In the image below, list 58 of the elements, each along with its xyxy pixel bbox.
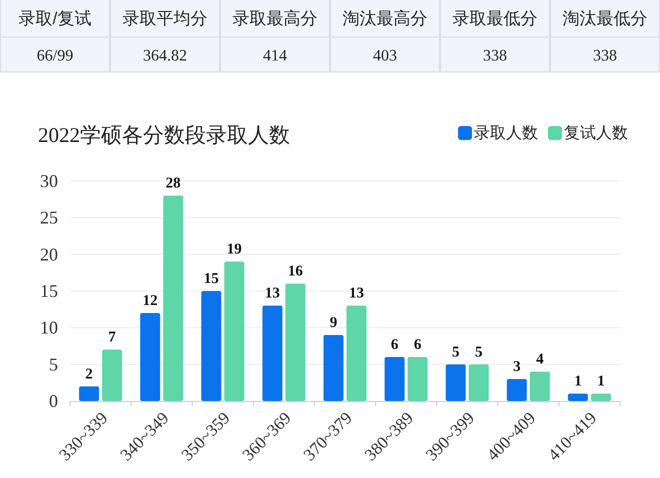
text: 338 [593,48,617,64]
y-tick-label: 25 [40,208,58,228]
y-tick-label: 30 [40,171,58,191]
text: 338 [483,48,507,64]
bar [568,394,588,401]
data-label: 13 [349,286,364,302]
data-label: 9 [330,315,338,331]
bar [408,357,428,401]
bar [79,386,100,401]
data-label: 15 [204,271,219,287]
bar [224,262,244,401]
data-label: 5 [452,344,460,360]
data-label: 19 [226,242,242,258]
y-tick-label: 20 [40,244,58,264]
data-label: 12 [142,293,158,309]
bar [324,335,344,401]
data-label: 1 [574,374,582,390]
bar [530,372,550,401]
data-label: 6 [414,337,422,353]
bar [468,364,489,401]
bar [346,306,366,401]
y-tick-label: 5 [49,354,58,374]
chart-title: 2022学硕各分数段录取人数 [38,123,290,147]
data-label: 16 [288,264,304,280]
category-label: 录取平均分 [122,9,208,28]
data-label: 13 [264,286,280,302]
data-label: 4 [536,352,544,368]
y-tick-label: 0 [49,391,58,411]
bar [102,350,122,401]
legend-label: 复试人数 [564,124,628,142]
bar [446,364,466,401]
data-label: 3 [513,359,521,375]
bar [262,306,282,401]
legend-label: 录取人数 [474,125,538,142]
data-label: 28 [166,176,181,192]
text: 364.82 [143,48,187,64]
bar [590,394,611,401]
data-label: 5 [474,344,482,360]
data-label: 2 [85,366,93,382]
bar [384,357,405,401]
y-tick-label: 15 [40,281,58,301]
category-label: 淘汰最低分 [562,9,648,28]
category-label: 录取/复试 [18,9,92,28]
text: 414 [263,48,287,64]
data-label: 7 [108,330,116,346]
bar [163,196,184,401]
bar [201,291,222,401]
bar [506,379,527,401]
bar [140,313,160,401]
data-label: 1 [597,374,605,390]
text: 403 [373,48,397,64]
category-label: 淘汰最高分 [342,9,428,28]
y-tick-label: 10 [40,318,58,338]
category-label: 录取最低分 [452,9,538,28]
data-label: 6 [390,337,399,353]
bar [285,284,306,401]
text: 66/99 [36,48,74,64]
category-label: 录取最高分 [232,9,318,28]
